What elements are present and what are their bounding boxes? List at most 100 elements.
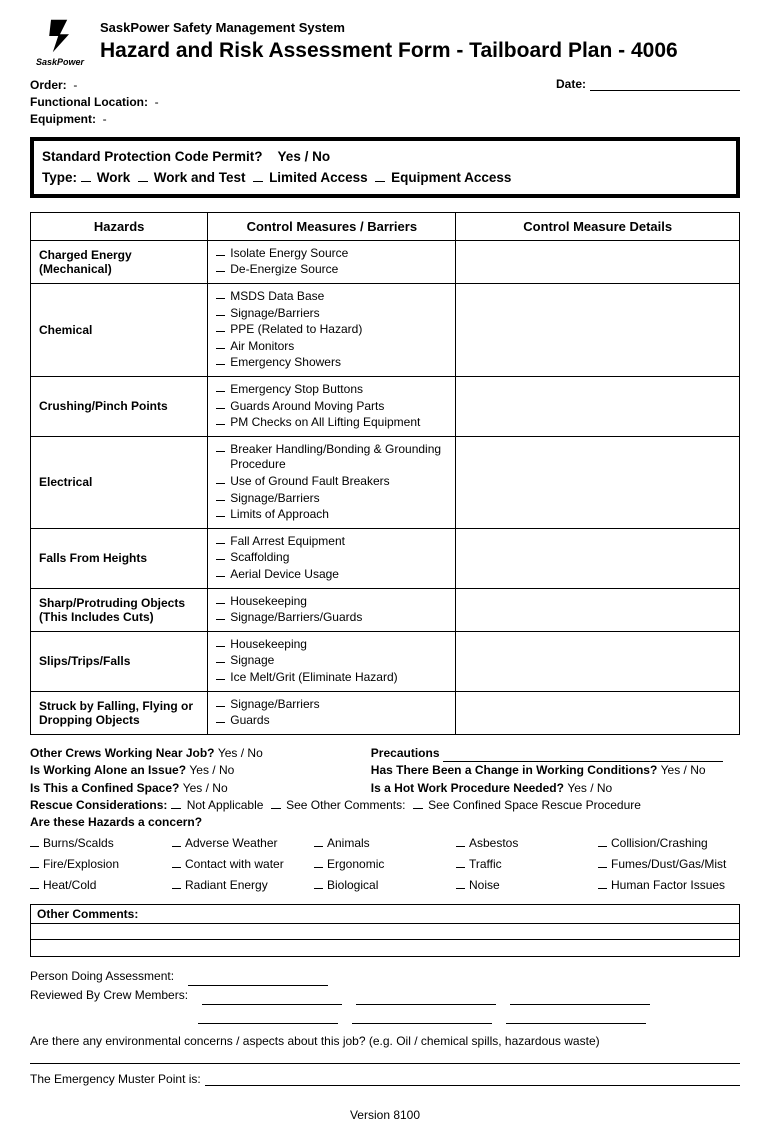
rescue-option[interactable]: See Other Comments: bbox=[283, 798, 409, 812]
col-details: Control Measure Details bbox=[456, 212, 740, 240]
concern-option[interactable]: Burns/Scalds bbox=[43, 835, 114, 852]
measure-option[interactable]: Fall Arrest Equipment bbox=[230, 534, 345, 550]
measure-option[interactable]: Signage bbox=[230, 653, 274, 669]
concern-option[interactable]: Traffic bbox=[469, 856, 502, 873]
q-confined-space: Is This a Confined Space? bbox=[30, 781, 179, 795]
type-label: Type: bbox=[42, 170, 77, 185]
concern-option[interactable]: Ergonomic bbox=[327, 856, 384, 873]
hazard-cell: Struck by Falling, Flying or Dropping Ob… bbox=[31, 691, 208, 734]
concern-option[interactable]: Human Factor Issues bbox=[611, 877, 725, 894]
col-measures: Control Measures / Barriers bbox=[208, 212, 456, 240]
measure-option[interactable]: Guards bbox=[230, 713, 269, 729]
measure-option[interactable]: Breaker Handling/Bonding & Grounding Pro… bbox=[230, 442, 447, 473]
details-cell[interactable] bbox=[456, 631, 740, 691]
rescue-option[interactable]: See Confined Space Rescue Procedure bbox=[425, 798, 641, 812]
logo-text-bottom: Power bbox=[57, 57, 84, 67]
measure-option[interactable]: Ice Melt/Grit (Eliminate Hazard) bbox=[230, 670, 397, 686]
permit-yesno[interactable]: Yes / No bbox=[278, 149, 331, 164]
concern-option[interactable]: Fumes/Dust/Gas/Mist bbox=[611, 856, 726, 873]
concern-option[interactable]: Adverse Weather bbox=[185, 835, 278, 852]
measure-option[interactable]: Scaffolding bbox=[230, 550, 289, 566]
details-cell[interactable] bbox=[456, 240, 740, 283]
measures-cell: HousekeepingSignageIce Melt/Grit (Elimin… bbox=[208, 631, 456, 691]
measures-cell: Fall Arrest EquipmentScaffoldingAerial D… bbox=[208, 528, 456, 588]
measures-cell: Isolate Energy SourceDe-Energize Source bbox=[208, 240, 456, 283]
permit-type-option[interactable]: Work bbox=[93, 170, 134, 185]
measure-option[interactable]: Use of Ground Fault Breakers bbox=[230, 474, 389, 490]
permit-type-option[interactable]: Equipment Access bbox=[387, 170, 511, 185]
measure-option[interactable]: Emergency Showers bbox=[230, 355, 341, 371]
rescue-label: Rescue Considerations: bbox=[30, 798, 167, 812]
q-other-crews-ans[interactable]: Yes / No bbox=[218, 746, 263, 760]
funcloc-value: - bbox=[155, 95, 159, 109]
muster-input[interactable] bbox=[205, 1072, 740, 1086]
measures-cell: Emergency Stop ButtonsGuards Around Movi… bbox=[208, 377, 456, 437]
details-cell[interactable] bbox=[456, 377, 740, 437]
measure-option[interactable]: Air Monitors bbox=[230, 339, 294, 355]
col-hazards: Hazards bbox=[31, 212, 208, 240]
measure-option[interactable]: Housekeeping bbox=[230, 637, 307, 653]
permit-type-option[interactable]: Work and Test bbox=[150, 170, 249, 185]
hazard-cell: Charged Energy (Mechanical) bbox=[31, 240, 208, 283]
measure-option[interactable]: Housekeeping bbox=[230, 594, 307, 610]
details-cell[interactable] bbox=[456, 691, 740, 734]
concern-option[interactable]: Biological bbox=[327, 877, 378, 894]
measure-option[interactable]: MSDS Data Base bbox=[230, 289, 324, 305]
concern-option[interactable]: Contact with water bbox=[185, 856, 284, 873]
concern-option[interactable]: Heat/Cold bbox=[43, 877, 96, 894]
date-label: Date: bbox=[556, 77, 586, 91]
q-working-alone: Is Working Alone an Issue? bbox=[30, 763, 186, 777]
equip-label: Equipment: bbox=[30, 112, 96, 126]
measure-option[interactable]: Emergency Stop Buttons bbox=[230, 382, 363, 398]
equip-value: - bbox=[103, 112, 107, 126]
concern-option[interactable]: Fire/Explosion bbox=[43, 856, 119, 873]
concern-option[interactable]: Radiant Energy bbox=[185, 877, 268, 894]
measure-option[interactable]: Signage/Barriers bbox=[230, 491, 319, 507]
hazards-table: Hazards Control Measures / Barriers Cont… bbox=[30, 212, 740, 735]
env-input[interactable] bbox=[30, 1050, 740, 1064]
comments-label: Other Comments: bbox=[31, 905, 739, 924]
rescue-option[interactable]: Not Applicable bbox=[183, 798, 266, 812]
date-field[interactable]: Date: bbox=[556, 77, 740, 127]
signatures: Person Doing Assessment: Reviewed By Cre… bbox=[30, 967, 740, 1025]
concern-option[interactable]: Collision/Crashing bbox=[611, 835, 708, 852]
q-working-alone-ans[interactable]: Yes / No bbox=[189, 763, 234, 777]
hazard-cell: Crushing/Pinch Points bbox=[31, 377, 208, 437]
measure-option[interactable]: Aerial Device Usage bbox=[230, 567, 339, 583]
logo: SaskPower bbox=[30, 18, 90, 67]
measure-option[interactable]: Signage/Barriers/Guards bbox=[230, 610, 362, 626]
measure-option[interactable]: Isolate Energy Source bbox=[230, 246, 348, 262]
q-change-conditions: Has There Been a Change in Working Condi… bbox=[371, 763, 657, 777]
comments-box[interactable]: Other Comments: bbox=[30, 904, 740, 957]
measure-option[interactable]: Signage/Barriers bbox=[230, 306, 319, 322]
permit-type-option[interactable]: Limited Access bbox=[265, 170, 371, 185]
muster-label: The Emergency Muster Point is: bbox=[30, 1072, 201, 1086]
details-cell[interactable] bbox=[456, 436, 740, 528]
bolt-icon bbox=[42, 18, 78, 54]
hazard-cell: Chemical bbox=[31, 284, 208, 377]
details-cell[interactable] bbox=[456, 284, 740, 377]
concern-option[interactable]: Noise bbox=[469, 877, 500, 894]
measure-option[interactable]: PM Checks on All Lifting Equipment bbox=[230, 415, 420, 431]
env-question: Are there any environmental concerns / a… bbox=[30, 1034, 740, 1048]
questions-section: Other Crews Working Near Job? Yes / No P… bbox=[30, 745, 740, 896]
reviewed-label: Reviewed By Crew Members: bbox=[30, 988, 188, 1002]
version: Version 8100 bbox=[30, 1108, 740, 1122]
q-confined-space-ans[interactable]: Yes / No bbox=[183, 781, 228, 795]
concern-option[interactable]: Asbestos bbox=[469, 835, 518, 852]
system-name: SaskPower Safety Management System bbox=[100, 20, 740, 35]
measure-option[interactable]: De-Energize Source bbox=[230, 262, 338, 278]
concern-option[interactable]: Animals bbox=[327, 835, 370, 852]
permit-box: Standard Protection Code Permit? Yes / N… bbox=[30, 137, 740, 198]
details-cell[interactable] bbox=[456, 528, 740, 588]
q-change-conditions-ans[interactable]: Yes / No bbox=[661, 763, 706, 777]
q-hot-work-ans[interactable]: Yes / No bbox=[567, 781, 612, 795]
measure-option[interactable]: Limits of Approach bbox=[230, 507, 329, 523]
hazard-cell: Sharp/Protruding Objects (This Includes … bbox=[31, 588, 208, 631]
measure-option[interactable]: Guards Around Moving Parts bbox=[230, 399, 384, 415]
header: SaskPower SaskPower Safety Management Sy… bbox=[30, 18, 740, 67]
details-cell[interactable] bbox=[456, 588, 740, 631]
measure-option[interactable]: PPE (Related to Hazard) bbox=[230, 322, 362, 338]
measure-option[interactable]: Signage/Barriers bbox=[230, 697, 319, 713]
order-value: - bbox=[73, 78, 77, 92]
